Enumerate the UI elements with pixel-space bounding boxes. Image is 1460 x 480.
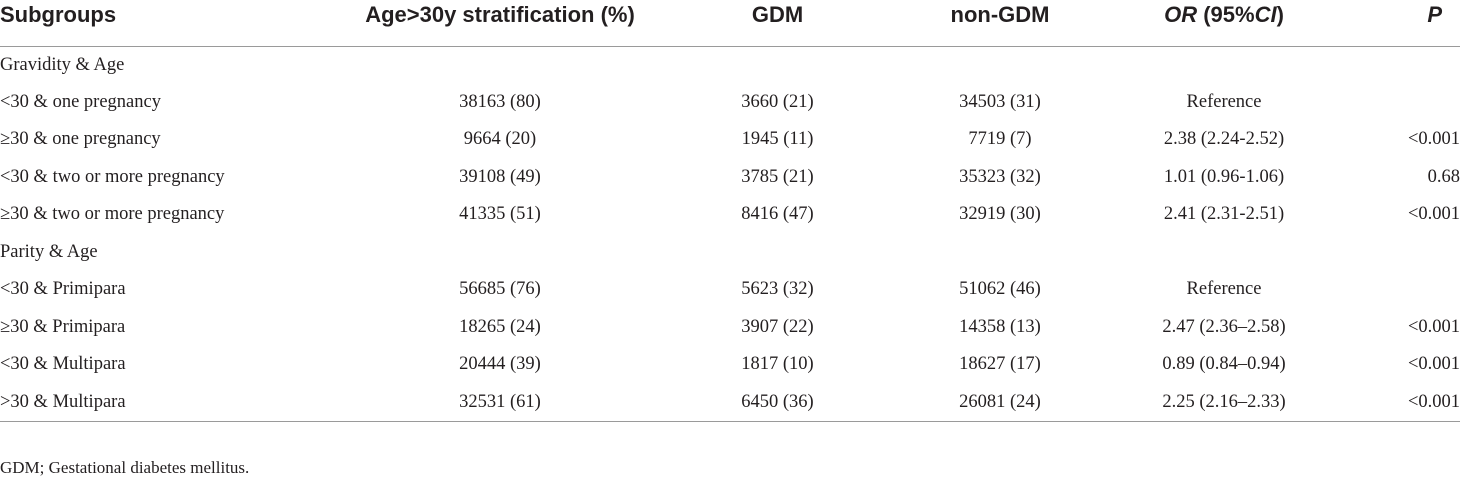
results-table: Subgroups Age>30y stratification (%) GDM… — [0, 0, 1460, 422]
cell-gdm: 1817 (10) — [741, 354, 814, 375]
cell-p-value — [1333, 84, 1460, 122]
header-row: Subgroups Age>30y stratification (%) GDM… — [0, 0, 1460, 47]
header-non-gdm: non-GDM — [885, 0, 1115, 47]
table-row: ≥30 & Primipara 18265 (24) 3907 (22) 143… — [0, 309, 1460, 347]
cell-non-gdm: 34503 (31) — [959, 91, 1041, 112]
cell-stratification: 32531 (61) — [330, 383, 670, 422]
table-row: <30 & Multipara 20444 (39) 1817 (10) 186… — [0, 346, 1460, 384]
table-header: Subgroups Age>30y stratification (%) GDM… — [0, 0, 1460, 47]
cell-odds-ratio: 2.41 (2.31-2.51) — [1163, 204, 1285, 225]
header-or-paren-open: (95% — [1197, 2, 1255, 27]
group-label: Parity & Age — [0, 241, 98, 262]
cell-p-value: <0.001 — [1407, 316, 1460, 337]
cell-odds-ratio: 0.89 (0.84–0.94) — [1162, 354, 1286, 375]
cell-gdm: 1945 (11) — [741, 129, 814, 150]
cell-subgroup: <30 & Primipara — [0, 279, 126, 300]
header-gdm: GDM — [670, 0, 885, 47]
cell-p-value: <0.001 — [1407, 204, 1460, 225]
table-row: <30 & two or more pregnancy 39108 (49) 3… — [0, 159, 1460, 197]
cell-stratification: 9664 (20) — [463, 129, 537, 150]
group-row-gravidity: Gravidity & Age — [0, 46, 1460, 84]
cell-odds-ratio: 1.01 (0.96-1.06) — [1163, 166, 1285, 187]
cell-gdm: 8416 (47) — [741, 204, 814, 225]
cell-subgroup: ≥30 & two or more pregnancy — [0, 204, 225, 225]
table-row: ≥30 & one pregnancy 9664 (20) 1945 (11) … — [0, 121, 1460, 159]
cell-odds-ratio: 2.47 (2.36–2.58) — [1162, 316, 1286, 337]
cell-p-value: <0.001 — [1407, 129, 1460, 150]
cell-gdm: 6450 (36) — [670, 383, 885, 422]
cell-stratification: 39108 (49) — [459, 166, 541, 187]
cell-non-gdm: 14358 (13) — [959, 316, 1041, 337]
table-row: <30 & one pregnancy 38163 (80) 3660 (21)… — [0, 84, 1460, 122]
cell-stratification: 38163 (80) — [459, 91, 541, 112]
header-p-value: P — [1333, 0, 1460, 47]
cell-subgroup: ≥30 & one pregnancy — [0, 129, 161, 150]
table-footnote: GDM; Gestational diabetes mellitus. — [0, 458, 250, 477]
cell-non-gdm: 35323 (32) — [959, 166, 1041, 187]
group-label: Gravidity & Age — [0, 54, 125, 75]
cell-stratification: 18265 (24) — [459, 316, 541, 337]
cell-p-value: <0.001 — [1333, 383, 1460, 422]
header-p-label: P — [1427, 2, 1442, 27]
group-row-parity: Parity & Age — [0, 234, 1460, 272]
cell-p-value: 0.68 — [1427, 166, 1460, 187]
cell-subgroup: <30 & Multipara — [0, 354, 126, 375]
cell-stratification: 20444 (39) — [459, 354, 541, 375]
header-or-paren-close: ) — [1276, 2, 1284, 27]
cell-non-gdm: 51062 (46) — [959, 279, 1041, 300]
header-ci-label: CI — [1254, 2, 1277, 27]
cell-subgroup: ≥30 & Primipara — [0, 316, 126, 337]
cell-odds-ratio: 2.25 (2.16–2.33) — [1115, 383, 1333, 422]
header-or-label: OR — [1164, 2, 1198, 27]
cell-gdm: 3907 (22) — [741, 316, 814, 337]
header-subgroups: Subgroups — [0, 0, 330, 47]
cell-non-gdm: 32919 (30) — [959, 204, 1041, 225]
cell-gdm: 5623 (32) — [741, 279, 814, 300]
cell-subgroup: <30 & two or more pregnancy — [0, 166, 225, 187]
cell-non-gdm: 7719 (7) — [968, 129, 1032, 150]
cell-odds-ratio: Reference — [1186, 279, 1262, 300]
cell-stratification: 41335 (51) — [459, 204, 541, 225]
header-odds-ratio: OR (95%CI) — [1115, 0, 1333, 47]
cell-non-gdm: 18627 (17) — [959, 354, 1041, 375]
cell-subgroup: <30 & one pregnancy — [0, 91, 161, 112]
table-row: <30 & Primipara 56685 (76) 5623 (32) 510… — [0, 271, 1460, 309]
header-stratification: Age>30y stratification (%) — [330, 0, 670, 47]
cell-p-value: <0.001 — [1407, 354, 1460, 375]
cell-stratification: 56685 (76) — [459, 279, 541, 300]
cell-gdm: 3785 (21) — [741, 166, 814, 187]
cell-subgroup: >30 & Multipara — [0, 383, 330, 422]
cell-gdm: 3660 (21) — [741, 91, 814, 112]
cell-non-gdm: 26081 (24) — [885, 383, 1115, 422]
table-body: Gravidity & Age <30 & one pregnancy 3816… — [0, 46, 1460, 422]
table-row: >30 & Multipara 32531 (61) 6450 (36) 260… — [0, 383, 1460, 422]
cell-p-value — [1333, 271, 1460, 309]
table-row: ≥30 & two or more pregnancy 41335 (51) 8… — [0, 196, 1460, 234]
cell-odds-ratio: Reference — [1186, 91, 1262, 112]
cell-odds-ratio: 2.38 (2.24-2.52) — [1163, 129, 1285, 150]
